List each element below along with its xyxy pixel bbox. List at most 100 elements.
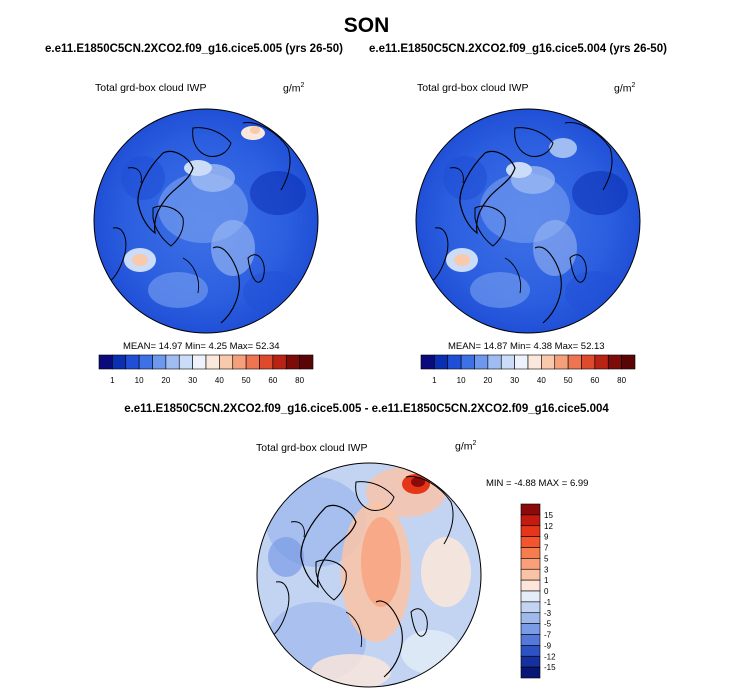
left-colorbar-tick-label: 20 xyxy=(161,376,170,385)
left-colorbar-tick-label: 10 xyxy=(135,376,144,385)
right-colorbar-swatch xyxy=(607,354,622,370)
diff-colorbar-tick-label: -7 xyxy=(544,631,552,640)
right-colorbar-swatch xyxy=(581,354,596,370)
diff-colorbar-swatch xyxy=(520,514,541,527)
right-colorbar-tick-label: 10 xyxy=(457,376,466,385)
diff-colorbar-swatch xyxy=(520,590,541,603)
diff-colorbar-swatch xyxy=(520,645,541,657)
diff-colorbar: 15 12 9 75 3 1 0 -1 -3 -5 -7-9 -12 -15 xyxy=(520,503,556,679)
left-colorbar-tick-label: 30 xyxy=(188,376,197,385)
right-colorbar-swatch xyxy=(474,354,489,370)
right-colorbar-tick-label: 40 xyxy=(537,376,546,385)
left-colorbar-swatch xyxy=(259,354,274,370)
left-colorbar-swatch xyxy=(192,354,207,370)
right-colorbar-swatch xyxy=(554,354,569,370)
left-colorbar-swatch xyxy=(299,354,314,370)
right-colorbar-tick-label: 60 xyxy=(590,376,599,385)
right-colorbar-swatch xyxy=(514,354,529,370)
right-colorbar-swatch xyxy=(460,354,475,370)
left-colorbar-swatch xyxy=(165,354,180,370)
right-units-exp: 2 xyxy=(631,82,636,89)
diff-colorbar-tick-label: -15 xyxy=(544,663,556,672)
diff-colorbar-swatch xyxy=(520,655,541,668)
diff-variable-label: Total grd-box cloud IWP xyxy=(256,442,368,454)
right-colorbar-swatch xyxy=(527,354,542,370)
diff-colorbar-swatch xyxy=(520,536,541,548)
left-case-title: e.e11.E1850C5CN.2XCO2.f09_g16.cice5.005 … xyxy=(45,43,343,55)
diff-colorbar-tick-label: 7 xyxy=(544,544,549,553)
right-units: g/m2 xyxy=(614,82,635,95)
diff-colorbar-swatch xyxy=(520,558,541,570)
left-colorbar-swatch xyxy=(232,354,247,370)
left-colorbar-tick-label: 50 xyxy=(242,376,251,385)
diff-colorbar-tick-label: 5 xyxy=(544,554,549,563)
right-colorbar-swatch xyxy=(567,354,582,370)
right-units-base: g/m xyxy=(614,82,632,95)
diff-polar-map xyxy=(256,462,482,688)
right-variable-label: Total grd-box cloud IWP xyxy=(417,82,529,94)
right-polar-map xyxy=(415,108,641,334)
diff-colorbar-tick-label: -12 xyxy=(544,652,556,661)
diff-colorbar-tick-label: -1 xyxy=(544,598,552,607)
diff-colorbar-swatch xyxy=(520,623,541,635)
diff-colorbar-tick-label: 12 xyxy=(544,522,553,531)
right-colorbar-tick-label: 30 xyxy=(510,376,519,385)
diff-colorbar-swatch xyxy=(520,547,541,559)
left-colorbar-swatch xyxy=(205,354,220,370)
left-colorbar-tick-label: 1 xyxy=(110,376,115,385)
left-colorbar-swatch xyxy=(98,354,113,370)
left-stats: MEAN= 14.97 Min= 4.25 Max= 52.34 xyxy=(123,341,280,352)
left-colorbar-swatch xyxy=(272,354,287,370)
diff-units-exp: 2 xyxy=(472,440,477,447)
diff-colorbar-swatch xyxy=(520,579,541,592)
right-colorbar-tick-label: 50 xyxy=(564,376,573,385)
left-colorbar-tick-label: 40 xyxy=(215,376,224,385)
left-variable-label: Total grd-box cloud IWP xyxy=(95,82,207,94)
left-units-base: g/m xyxy=(283,82,301,95)
diff-stats: MIN = -4.88 MAX = 6.99 xyxy=(486,478,589,489)
diff-colorbar-swatch xyxy=(520,601,541,614)
right-colorbar-swatch xyxy=(621,354,636,370)
diff-colorbar-tick-label: -9 xyxy=(544,641,552,650)
right-colorbar: 1 10 20 30 40 50 60 80 xyxy=(420,354,636,385)
diff-colorbar-swatch xyxy=(520,612,541,624)
diff-colorbar-tick-label: -3 xyxy=(544,609,552,618)
left-units: g/m2 xyxy=(283,82,304,95)
right-colorbar-tick-label: 20 xyxy=(483,376,492,385)
left-colorbar-swatch xyxy=(125,354,140,370)
right-field xyxy=(416,109,640,333)
diff-colorbar-tick-label: -5 xyxy=(544,620,552,629)
diff-colorbar-tick-label: 1 xyxy=(544,576,549,585)
diff-units: g/m2 xyxy=(455,440,476,453)
right-colorbar-swatch xyxy=(434,354,449,370)
left-colorbar-swatch xyxy=(245,354,260,370)
diff-colorbar-tick-label: 15 xyxy=(544,511,553,520)
diff-colorbar-tick-label: 0 xyxy=(544,587,549,596)
diff-colorbar-swatch xyxy=(520,634,541,646)
right-colorbar-swatch xyxy=(447,354,462,370)
diff-units-base: g/m xyxy=(455,440,473,453)
right-colorbar-swatch xyxy=(594,354,609,370)
left-colorbar-swatch xyxy=(152,354,167,370)
diff-colorbar-tick-label: 9 xyxy=(544,533,549,542)
season-title: SON xyxy=(343,14,390,37)
difference-title: e.e11.E1850C5CN.2XCO2.f09_g16.cice5.005 … xyxy=(124,403,609,415)
left-polar-map xyxy=(93,108,319,334)
left-colorbar-swatch xyxy=(219,354,234,370)
right-colorbar-tick-label: 80 xyxy=(617,376,626,385)
diff-colorbar-swatch xyxy=(520,503,541,516)
right-colorbar-swatch xyxy=(487,354,502,370)
right-colorbar-swatch xyxy=(500,354,515,370)
left-colorbar: 1 10 20 30 40 50 60 80 xyxy=(98,354,314,385)
right-case-title: e.e11.E1850C5CN.2XCO2.f09_g16.cice5.004 … xyxy=(369,43,667,55)
diff-colorbar-tick-label: 3 xyxy=(544,565,549,574)
diff-colorbar-swatch xyxy=(520,568,541,581)
right-colorbar-tick-label: 1 xyxy=(432,376,437,385)
left-colorbar-swatch xyxy=(138,354,153,370)
right-colorbar-swatch xyxy=(541,354,556,370)
diff-colorbar-swatch xyxy=(520,666,541,679)
left-colorbar-swatch xyxy=(178,354,193,370)
right-stats: MEAN= 14.87 Min= 4.38 Max= 52.13 xyxy=(448,341,605,352)
left-colorbar-swatch xyxy=(112,354,127,370)
left-units-exp: 2 xyxy=(300,82,305,89)
